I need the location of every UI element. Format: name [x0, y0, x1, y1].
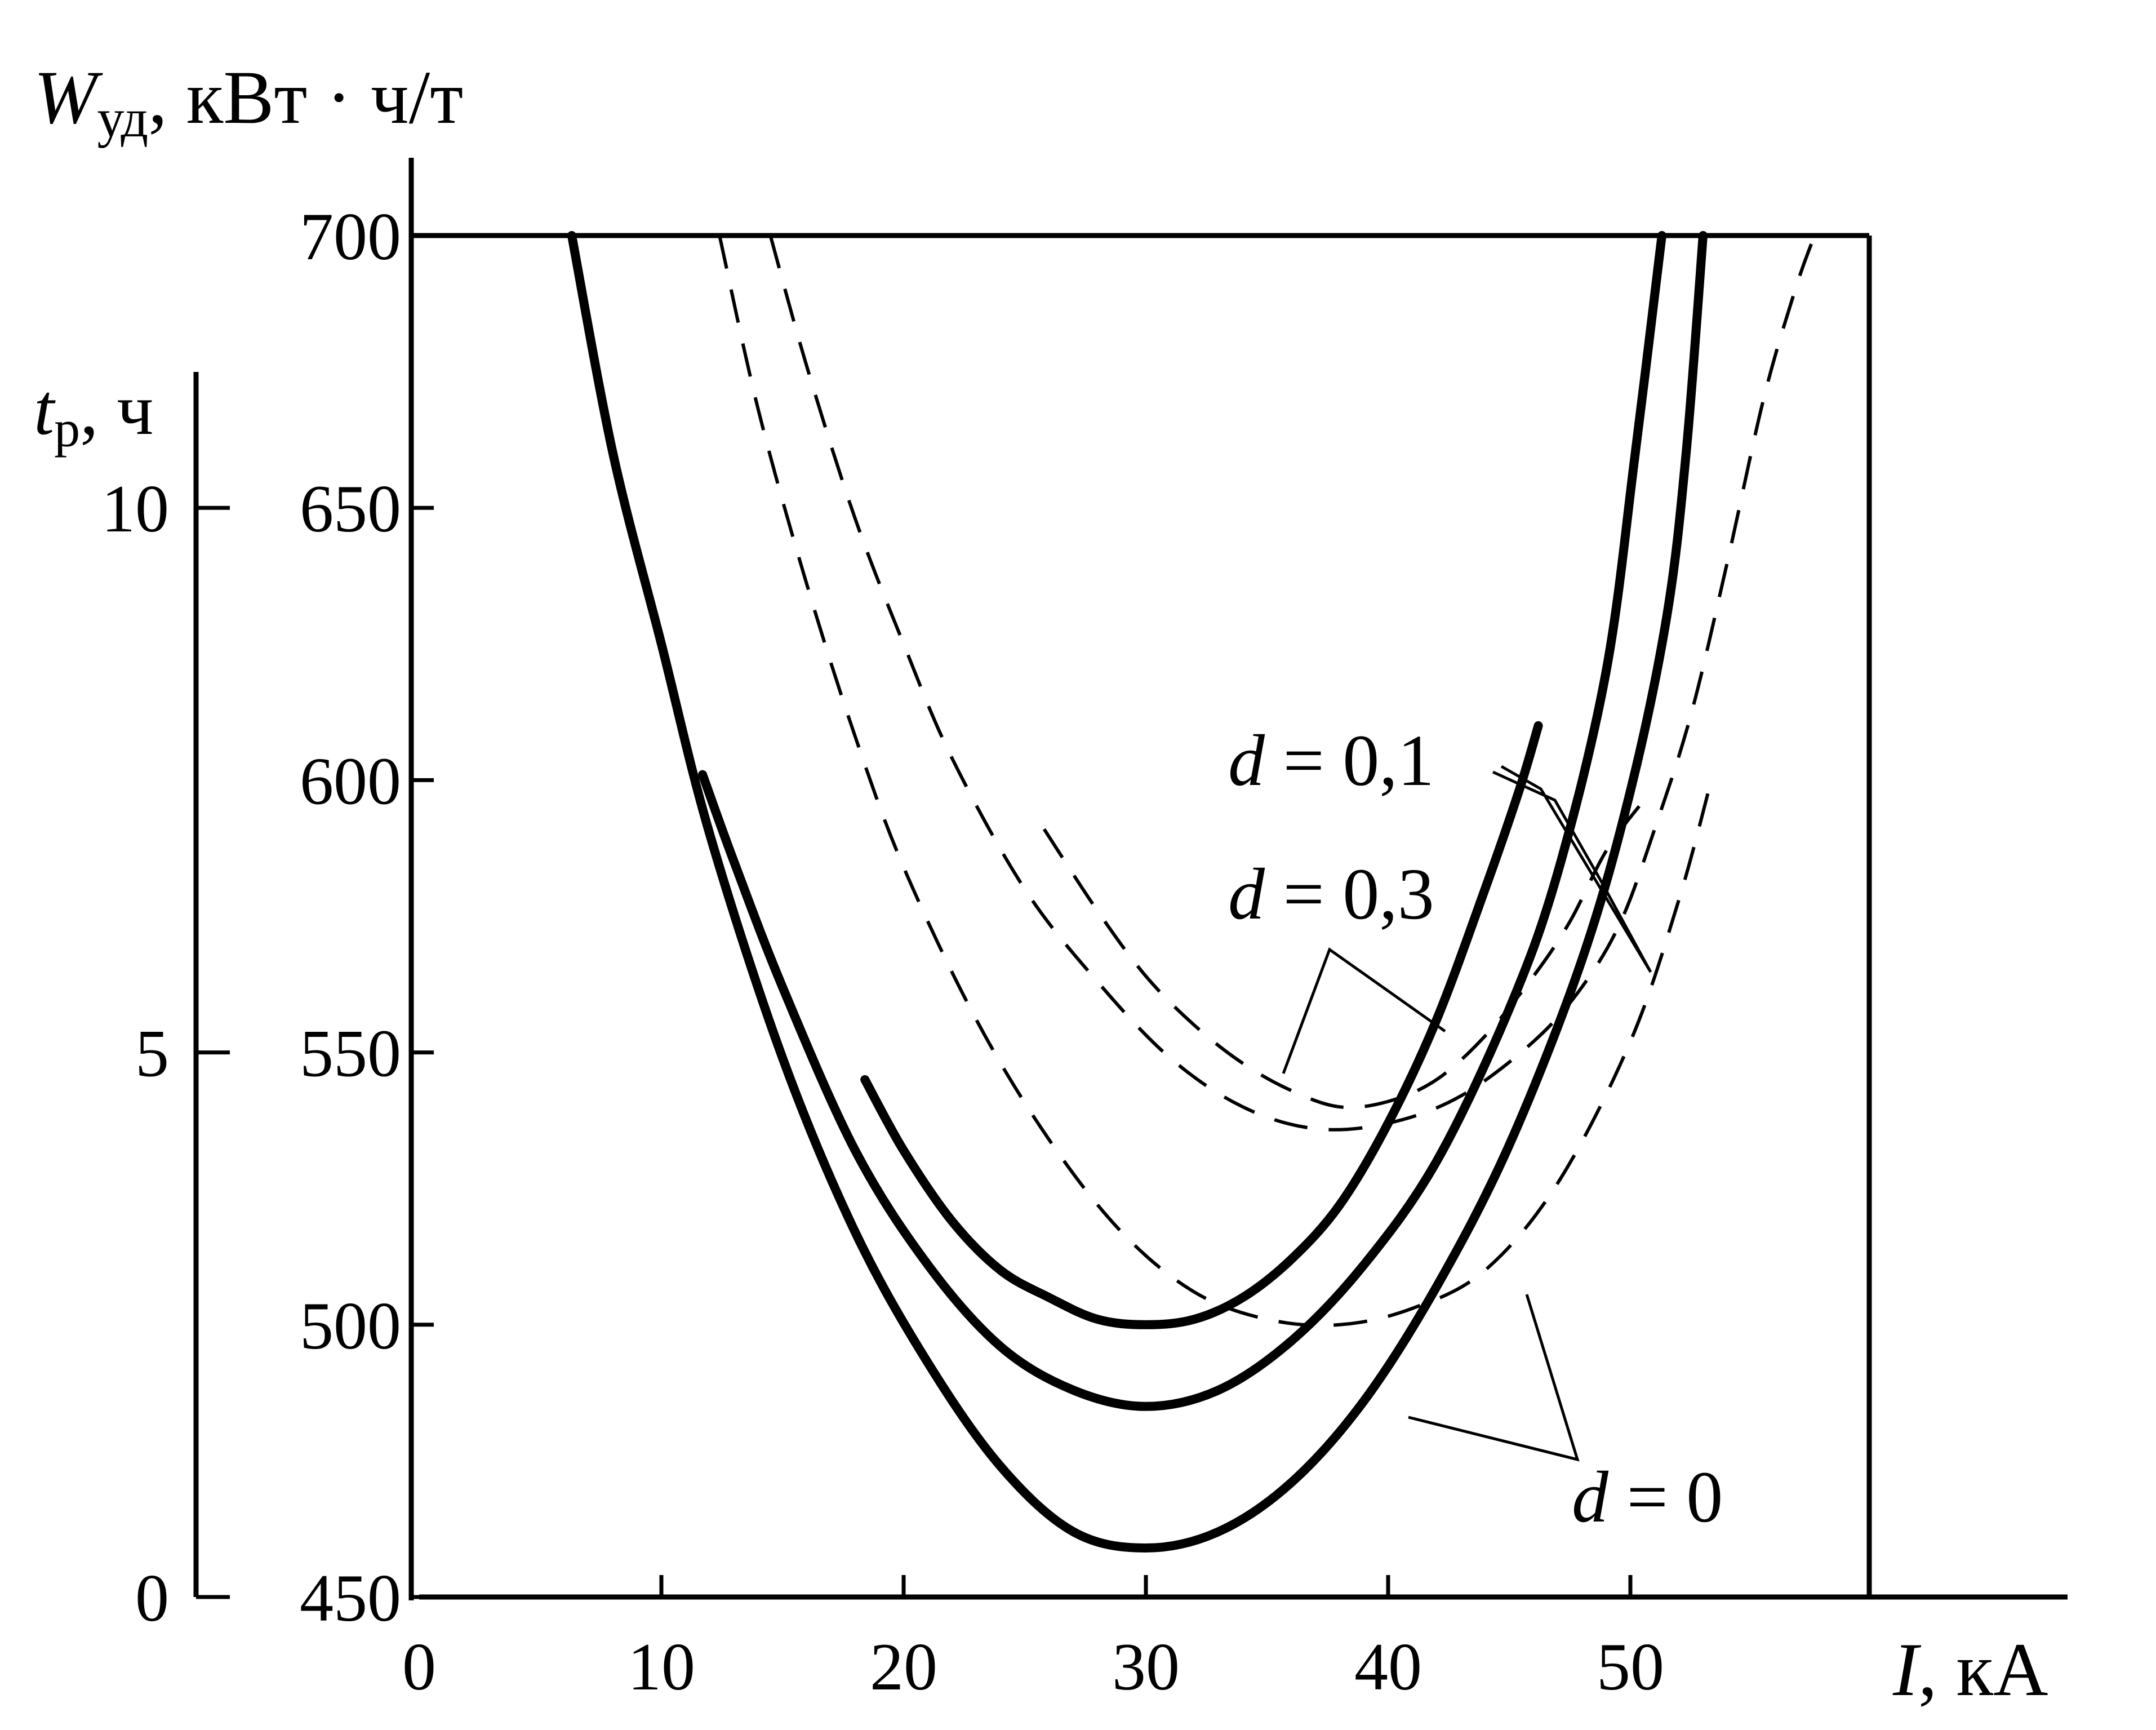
y2-tick-label-10: 10 [101, 471, 169, 546]
annotation-leaders [1282, 765, 1652, 1462]
y-axis-label-subscript: уд [97, 88, 148, 148]
annotation-d0: d = 0 [1572, 1457, 1723, 1538]
y2-tick-label-5: 5 [135, 1016, 169, 1091]
annotation-d0-value: = 0 [1608, 1457, 1723, 1538]
solid-curve-3 [860, 721, 1543, 1329]
x-tick-label-50: 50 [1597, 1629, 1664, 1704]
leader-d0 [1408, 1294, 1580, 1462]
dashed-curve-5 [768, 234, 1816, 1132]
y2-axis-label-units: , ч [80, 369, 153, 450]
y2-axis-label-subscript: р [54, 400, 80, 458]
x-axis-label-units: , кА [1918, 1628, 2048, 1712]
leader-d01 [1492, 765, 1652, 973]
x-tick-label-30: 30 [1112, 1629, 1180, 1704]
y-tick-label-650: 650 [300, 471, 401, 546]
annotation-d03: d = 0,3 [1228, 854, 1434, 935]
x-axis-label: I, кА [1892, 1628, 2048, 1712]
y-tick-label-500: 500 [300, 1288, 401, 1363]
y-tick-label-550: 550 [300, 1016, 401, 1091]
solid-curve-1 [567, 231, 1708, 1552]
annotation-d01: d = 0,1 [1228, 720, 1434, 801]
annotation-d03-value: = 0,3 [1265, 854, 1434, 935]
annotation-d01-value: = 0,1 [1265, 720, 1434, 801]
x-tick-label-40: 40 [1354, 1629, 1422, 1704]
dashed-curve-4 [718, 235, 1715, 1327]
y2-axis-label-symbol: t [34, 369, 56, 450]
y-tick-label-700: 700 [300, 199, 401, 274]
leader-d03 [1282, 947, 1446, 1074]
y-axis-label-units: , кВт · ч/т [148, 56, 463, 140]
annotation-d01-symbol: d [1228, 720, 1265, 801]
y-axis-label-symbol: W [34, 56, 103, 140]
x-tick-label-10: 10 [628, 1629, 695, 1704]
chart-series [567, 231, 1816, 1552]
axis-ticks: 0 10 20 30 40 50 450 500 550 600 650 700 0 5 10 [101, 199, 1664, 1704]
y2-tick-label-0: 0 [135, 1560, 169, 1635]
dashed-curve-6 [1042, 801, 1644, 1110]
annotation-d0-symbol: d [1572, 1457, 1609, 1538]
y2-axis-label: tр, ч [34, 369, 154, 458]
chart-axes [193, 158, 2068, 1600]
annotation-d03-symbol: d [1228, 854, 1265, 935]
x-tick-label-20: 20 [870, 1629, 937, 1704]
y-axis-label: Wуд, кВт · ч/т [34, 56, 463, 148]
solid-curve-2 [698, 231, 1666, 1411]
y-tick-label-600: 600 [300, 743, 401, 818]
y-tick-label-450: 450 [300, 1560, 401, 1635]
x-axis-label-symbol: I [1892, 1628, 1922, 1712]
x-tick-label-0: 0 [402, 1629, 436, 1704]
